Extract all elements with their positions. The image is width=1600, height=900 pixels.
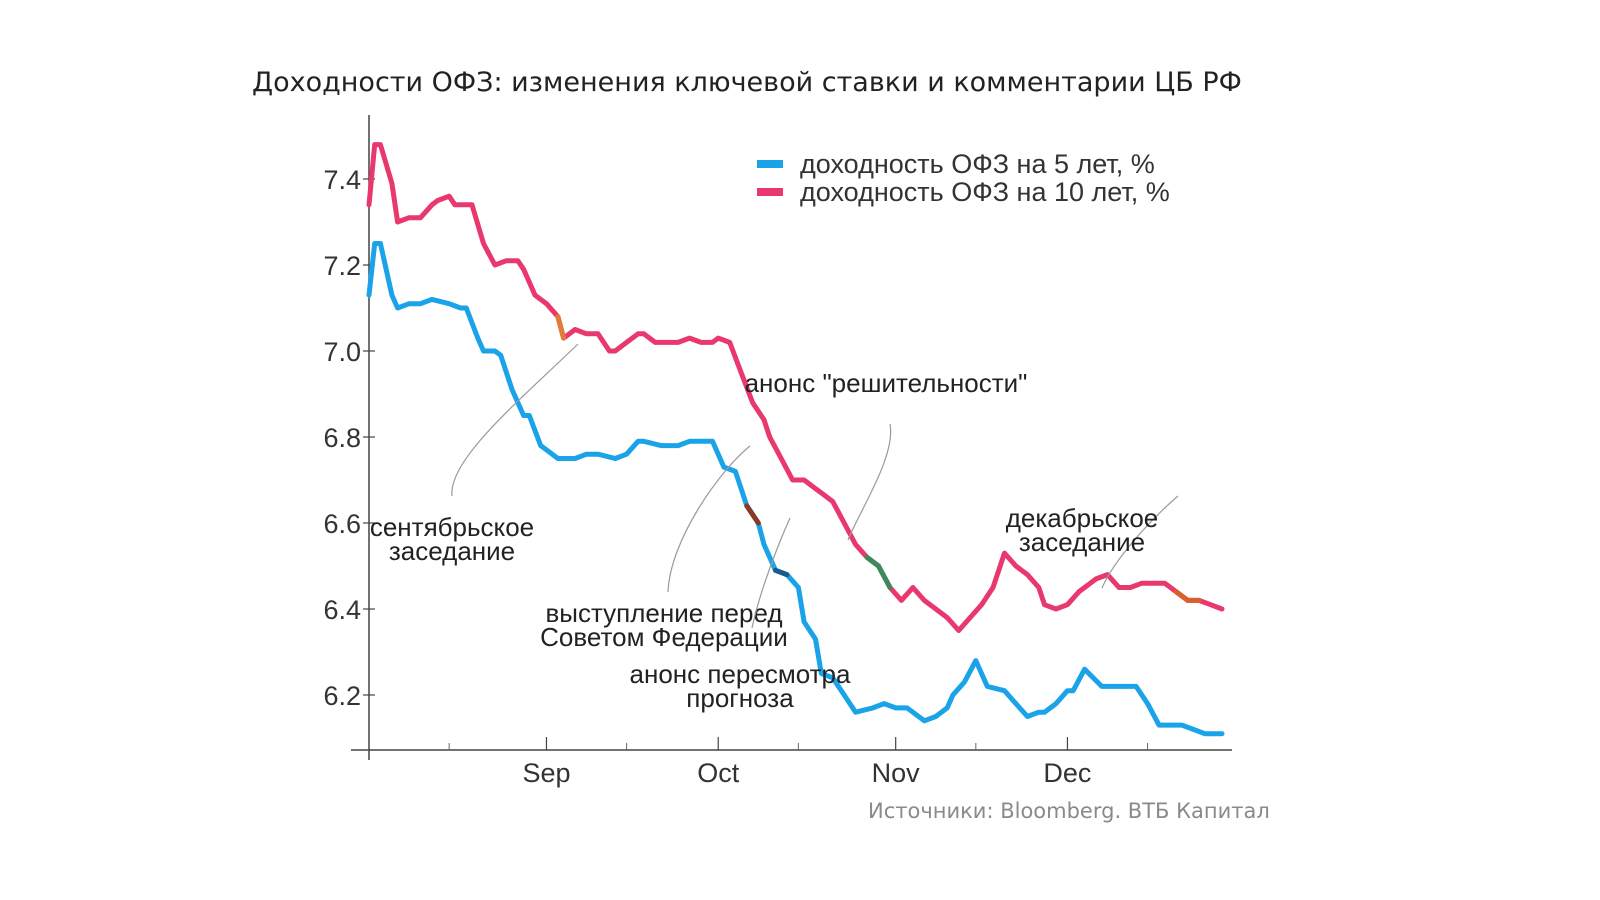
legend: доходность ОФЗ на 5 лет, %доходность ОФЗ… <box>757 149 1170 207</box>
event-highlight-segment <box>744 503 761 526</box>
annotation-label: заседание <box>1019 527 1145 557</box>
y-tick-label: 6.2 <box>323 681 361 711</box>
annotation-label: выступление перед <box>545 598 782 628</box>
y-tick-label: 7.2 <box>323 251 361 281</box>
axes: 6.2 6.4 6.6 6.8 7.0 7.2 7.4 Sep Oct Nov Dec <box>323 115 1232 788</box>
annotation-leader-line <box>751 517 791 629</box>
x-tick-label: Nov <box>872 758 921 788</box>
annotation-label: сентябрьское <box>370 512 534 542</box>
legend-label-5y: доходность ОФЗ на 5 лет, % <box>800 149 1155 179</box>
series-10y-line <box>366 142 1225 633</box>
annotation-label: заседание <box>389 536 515 566</box>
y-tick-label: 6.4 <box>323 595 361 625</box>
source-note: Источники: Bloomberg. ВТБ Капитал <box>868 799 1270 823</box>
x-tick-label: Dec <box>1043 758 1091 788</box>
event-highlight-segment <box>773 567 790 578</box>
annotation-leader-line <box>847 423 892 541</box>
annotation-label: декабрьское <box>1006 503 1159 533</box>
y-tick-label: 6.8 <box>323 423 361 453</box>
annotation-label: Советом Федерации <box>540 622 788 652</box>
annotation-label: анонс "решительности" <box>745 368 1028 398</box>
annotation-leader-line <box>667 445 751 593</box>
legend-label-10y: доходность ОФЗ на 10 лет, % <box>800 177 1170 207</box>
annotation-leader-line <box>451 343 579 497</box>
y-tick-label: 7.4 <box>323 165 361 195</box>
chart-title: Доходности ОФЗ: изменения ключевой ставк… <box>252 67 1242 98</box>
annotation-label: прогноза <box>686 683 794 713</box>
event-highlight-segment <box>555 314 567 341</box>
annotation-leader-line <box>1101 495 1179 589</box>
y-tick-label: 6.6 <box>323 509 361 539</box>
annotation-label: анонс пересмотра <box>630 659 851 689</box>
y-tick-label: 7.0 <box>323 337 361 367</box>
event-highlight-segment <box>1173 589 1202 603</box>
event-highlight-segment <box>864 554 893 590</box>
x-tick-label: Sep <box>522 758 570 788</box>
x-tick-label: Oct <box>697 758 740 788</box>
series-layer <box>366 142 1225 737</box>
